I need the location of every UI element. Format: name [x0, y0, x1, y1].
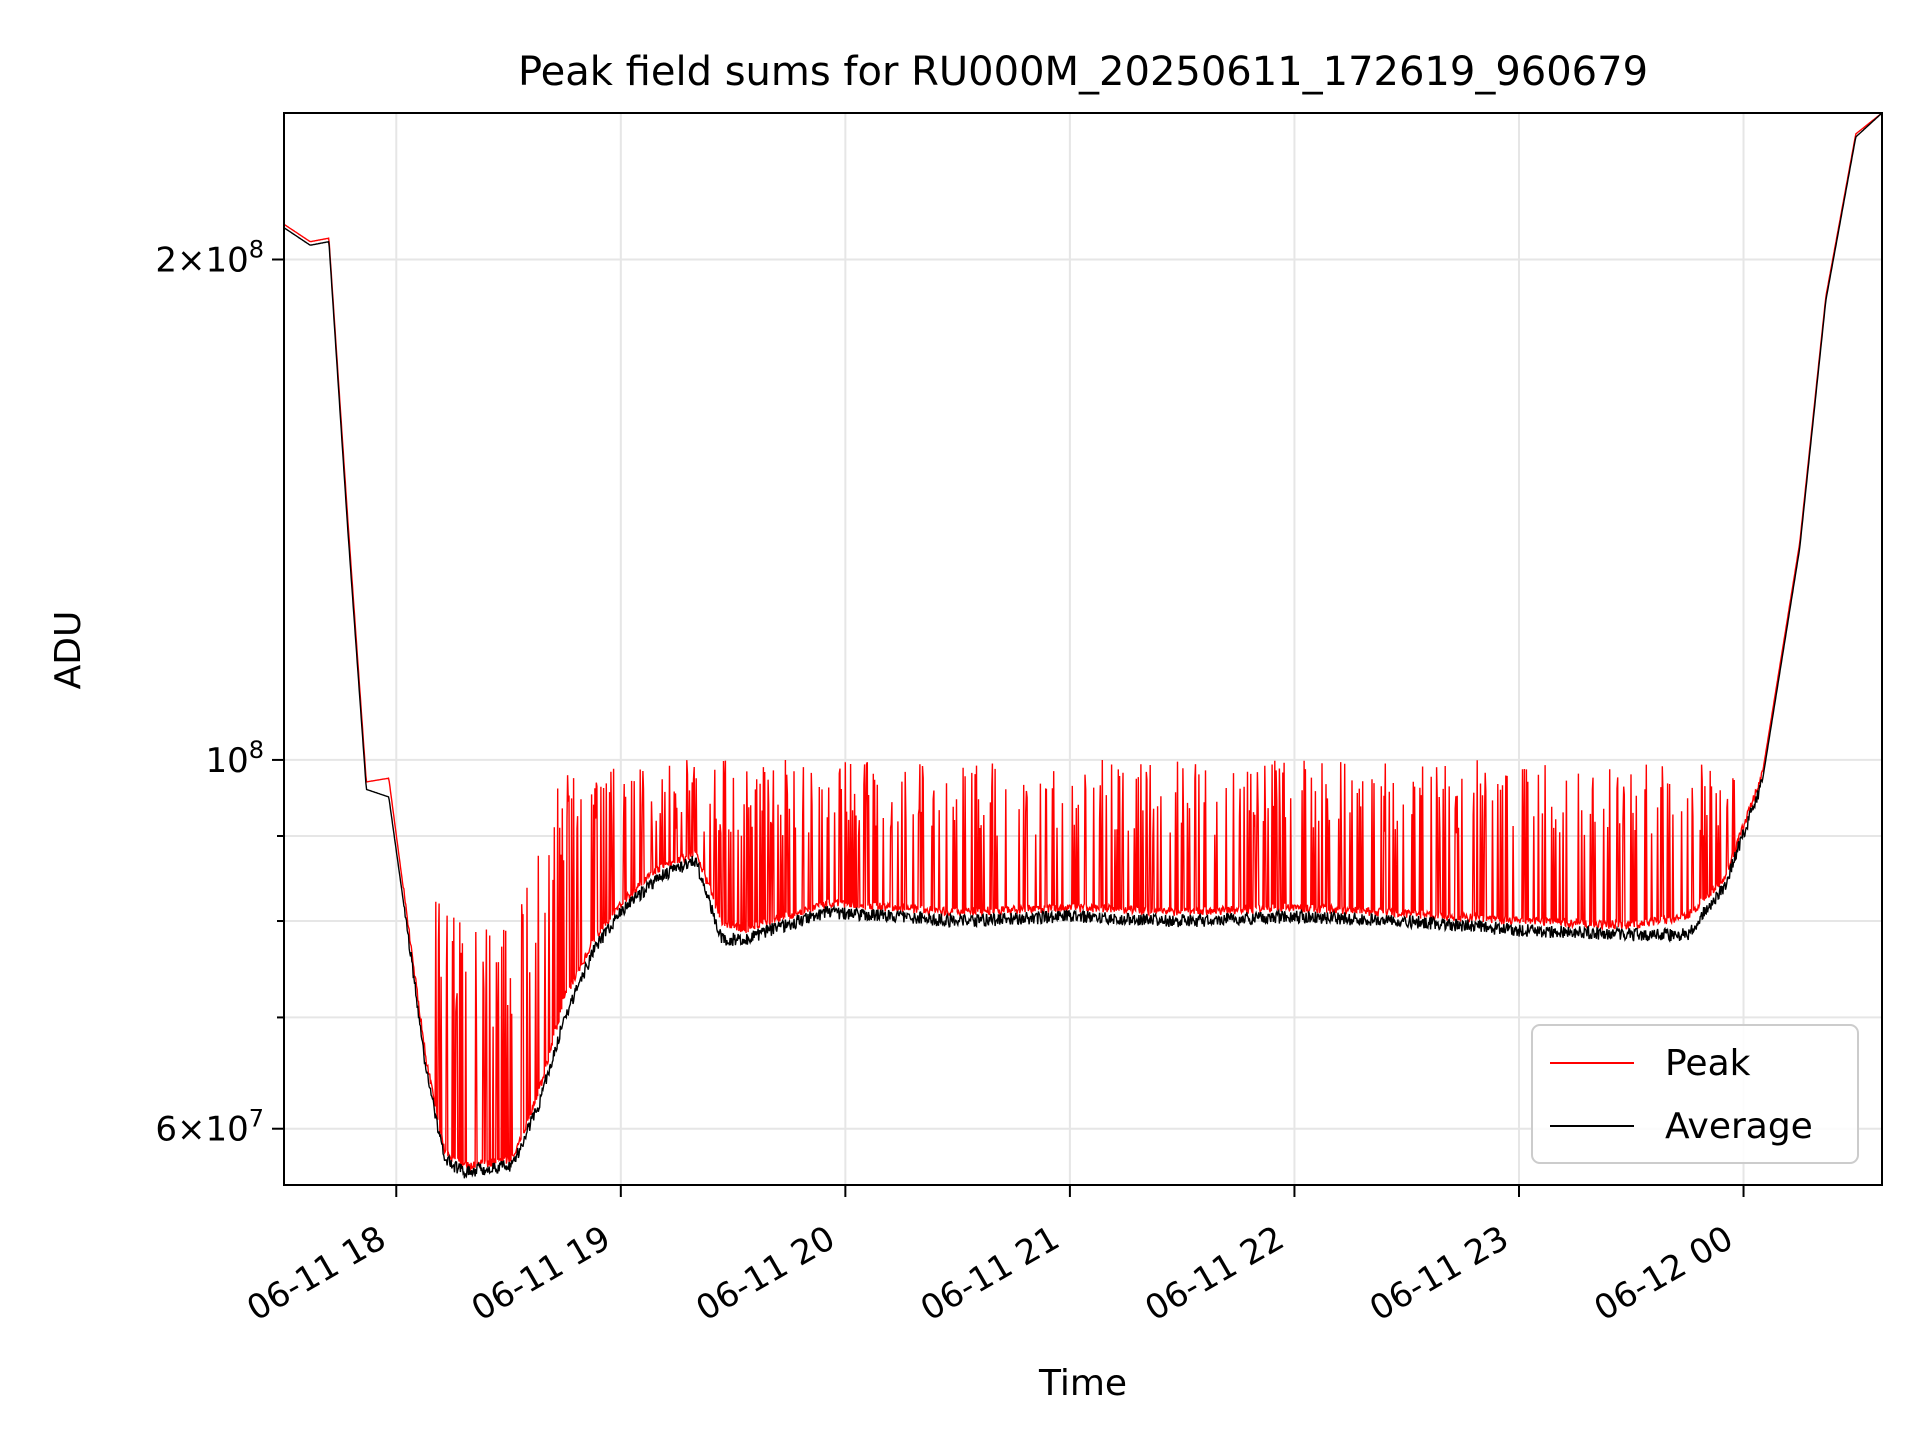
y-tick-exponent: 8 — [249, 236, 264, 264]
y-tick-base: 2×10 — [155, 241, 248, 281]
chart-title: Peak field sums for RU000M_20250611_1726… — [518, 49, 1648, 95]
x-axis-label: Time — [1038, 1363, 1127, 1404]
legend-box — [1531, 1024, 1859, 1164]
legend-label-peak: Peak — [1665, 1043, 1751, 1084]
legend-label-average: Average — [1665, 1106, 1813, 1147]
series-line-peak — [284, 113, 1882, 1172]
grid — [284, 113, 1882, 1185]
legend: Peak Average — [1531, 1024, 1859, 1164]
y-tick-label: 2×108 — [155, 236, 264, 281]
series-layer — [284, 113, 1882, 1179]
y-tick-base: 6×10 — [155, 1110, 248, 1150]
series-line-average — [284, 113, 1882, 1179]
y-tick-base: 10 — [205, 741, 248, 781]
y-tick-exponent: 7 — [249, 1105, 264, 1133]
y-tick-exponent: 8 — [249, 736, 264, 764]
y-tick-label: 108 — [205, 736, 264, 781]
y-axis-label: ADU — [48, 611, 89, 690]
plot-frame — [283, 112, 1883, 1186]
y-tick-label: 6×107 — [155, 1105, 264, 1150]
